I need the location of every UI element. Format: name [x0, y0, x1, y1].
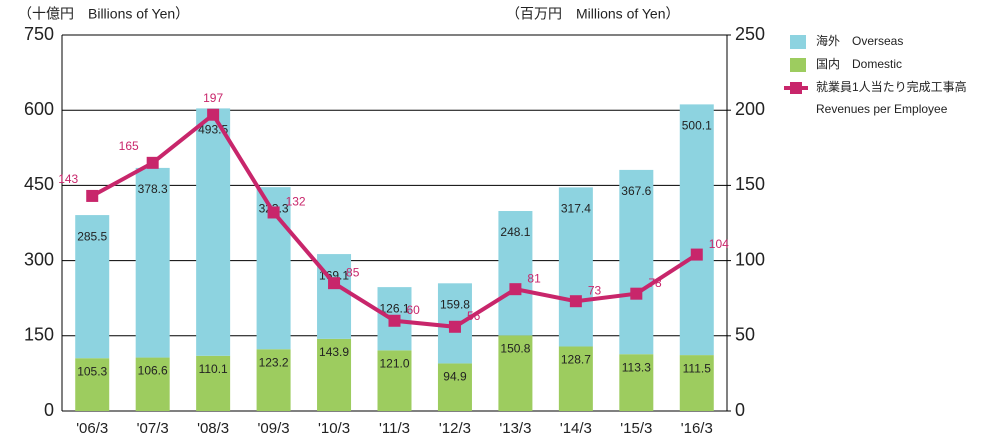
data-label: 94.9 [443, 370, 467, 384]
y2-axis-label: （百万円 Millions of Yen） [506, 6, 680, 22]
bar [558, 346, 593, 411]
bar [619, 169, 654, 355]
line-data-label: 73 [588, 283, 602, 297]
bar [196, 108, 231, 356]
data-label: 378.3 [138, 182, 168, 196]
line-marker [509, 283, 522, 296]
line-marker [328, 277, 341, 290]
y-tick-label: 300 [24, 249, 54, 269]
data-label: 110.1 [199, 362, 228, 376]
line-marker [388, 314, 401, 327]
y2-tick-label: 50 [735, 325, 755, 345]
y-axis-label: （十億円 Billions of Yen） [18, 6, 189, 22]
legend-label: 海外 Overseas [816, 33, 903, 48]
y-tick-label: 750 [24, 24, 54, 44]
y-tick-label: 150 [24, 325, 54, 345]
data-label: 317.4 [561, 202, 591, 216]
line-data-label: 85 [346, 265, 360, 279]
x-tick-label: '15/3 [620, 420, 652, 437]
bar [317, 338, 352, 411]
data-label: 367.6 [621, 184, 651, 198]
bar [679, 104, 714, 356]
x-tick-label: '14/3 [560, 420, 592, 437]
legend-sublabel: Revenues per Employee [816, 102, 948, 116]
data-label: 106.6 [138, 364, 168, 378]
x-tick-label: '08/3 [197, 420, 229, 437]
bar [619, 354, 654, 411]
y2-tick-label: 150 [735, 174, 765, 194]
line-marker [207, 108, 220, 121]
bar [377, 350, 412, 411]
y-tick-label: 600 [24, 99, 54, 119]
x-tick-label: '12/3 [439, 420, 471, 437]
line-data-label: 197 [203, 91, 223, 105]
data-label: 159.8 [440, 297, 470, 311]
data-label: 150.8 [500, 342, 530, 356]
data-label: 111.5 [683, 361, 712, 375]
line-data-label: 165 [119, 139, 139, 153]
y-tick-label: 0 [44, 400, 54, 420]
data-label: 105.3 [77, 364, 107, 378]
line-data-label: 143 [58, 172, 78, 186]
bar [498, 335, 533, 411]
data-label: 113.3 [622, 360, 651, 374]
line-data-label: 81 [527, 271, 541, 285]
legend-swatch [790, 35, 806, 49]
line-data-label: 56 [467, 309, 481, 323]
bar [498, 211, 533, 336]
data-label: 128.7 [561, 353, 591, 367]
legend-label: 国内 Domestic [816, 57, 902, 71]
data-label: 143.9 [319, 345, 349, 359]
data-label: 126.1 [379, 301, 409, 315]
line-marker [267, 206, 280, 219]
line-marker [630, 287, 643, 300]
legend-label: 就業員1人当たり完成工事高 [816, 79, 967, 94]
line-data-label: 60 [407, 303, 421, 317]
line-marker [690, 248, 703, 261]
x-tick-label: '09/3 [258, 420, 290, 437]
y2-tick-label: 250 [735, 24, 765, 44]
x-tick-label: '10/3 [318, 420, 350, 437]
x-tick-label: '13/3 [499, 420, 531, 437]
bar [437, 363, 472, 411]
data-label: 123.2 [259, 355, 289, 369]
line-data-label: 78 [648, 276, 662, 290]
line-data-label: 132 [286, 195, 306, 209]
line-marker [569, 295, 582, 308]
bar [135, 357, 170, 411]
legend-swatch [790, 58, 806, 72]
data-label: 500.1 [682, 119, 712, 133]
line-marker [146, 156, 159, 169]
y2-tick-label: 200 [735, 99, 765, 119]
x-tick-label: '11/3 [379, 420, 410, 437]
y-tick-label: 450 [24, 174, 54, 194]
line-marker [86, 189, 99, 202]
y2-tick-label: 100 [735, 249, 765, 269]
line-data-label: 104 [709, 237, 729, 251]
x-tick-label: '16/3 [681, 420, 713, 437]
bar [679, 355, 714, 411]
x-tick-label: '07/3 [137, 420, 169, 437]
bar [256, 349, 291, 411]
bar [75, 215, 110, 359]
legend-marker [790, 82, 802, 94]
x-tick-label: '06/3 [76, 420, 108, 437]
data-label: 121.0 [379, 357, 409, 371]
y2-tick-label: 0 [735, 400, 745, 420]
line-marker [448, 320, 461, 333]
bar [135, 167, 170, 358]
bar [558, 187, 593, 347]
data-label: 248.1 [500, 225, 530, 239]
bar [75, 358, 110, 411]
data-label: 285.5 [77, 229, 107, 243]
bar [196, 355, 231, 411]
